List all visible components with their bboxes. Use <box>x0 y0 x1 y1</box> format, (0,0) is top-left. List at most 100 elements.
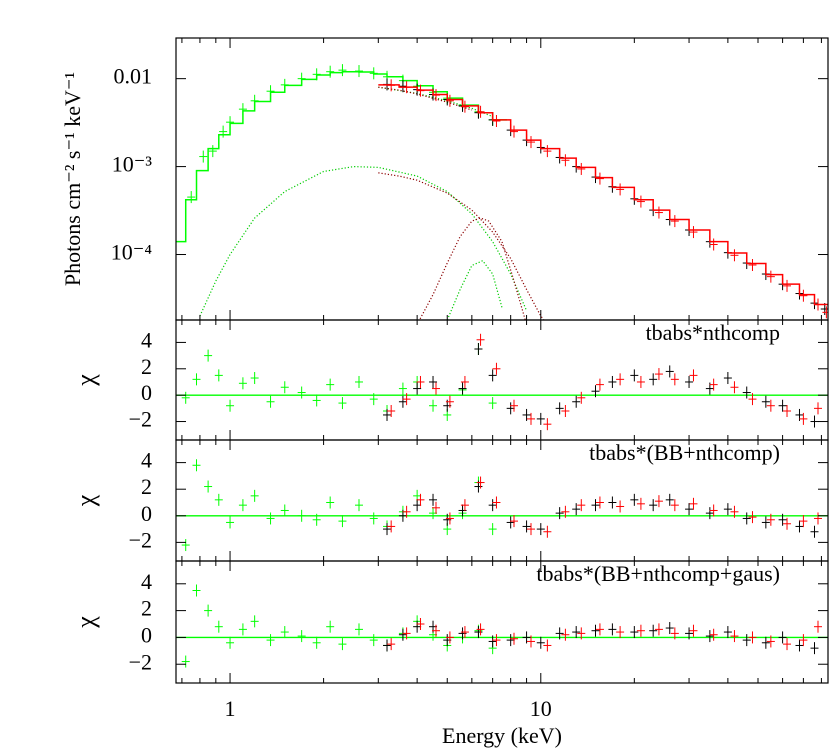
data-point <box>522 408 531 421</box>
data-point <box>783 279 792 292</box>
data-point <box>181 539 190 552</box>
data-point <box>689 369 698 382</box>
data-point <box>238 623 247 636</box>
plot-area <box>176 459 828 552</box>
data-point <box>214 369 223 382</box>
y-tick-label: 4 <box>141 448 152 473</box>
data-point <box>799 412 808 425</box>
data-point <box>297 386 306 399</box>
data-point <box>488 523 497 536</box>
data-point <box>591 499 600 512</box>
model-line <box>378 84 828 306</box>
data-point <box>810 642 819 655</box>
y-axis-label: χ <box>71 374 100 387</box>
data-point <box>577 499 586 512</box>
data-point <box>636 375 645 388</box>
data-point <box>326 620 335 633</box>
y-axis-label: χ <box>71 494 100 507</box>
data-point <box>810 525 819 538</box>
data-point <box>595 623 604 636</box>
data-point <box>522 520 531 533</box>
data-point <box>398 628 407 641</box>
data-point <box>799 634 808 647</box>
data-point <box>654 206 663 219</box>
data-point <box>670 373 679 386</box>
data-point <box>536 523 545 536</box>
data-point <box>474 626 483 639</box>
data-point <box>326 65 335 78</box>
data-point <box>460 626 469 639</box>
data-point <box>591 624 600 637</box>
data-point <box>723 503 732 516</box>
data-point <box>492 362 501 375</box>
data-point <box>595 172 604 185</box>
data-point <box>709 378 718 391</box>
data-point <box>630 626 639 639</box>
data-point <box>709 504 718 517</box>
data-point <box>383 408 392 421</box>
data-point <box>577 162 586 175</box>
data-point <box>636 624 645 637</box>
data-point <box>685 375 694 388</box>
data-point <box>723 626 732 639</box>
y-tick-label: 10⁻³ <box>112 152 153 177</box>
panel-frame <box>175 37 829 321</box>
data-point <box>488 635 497 648</box>
data-point <box>354 499 363 512</box>
data-point <box>591 385 600 398</box>
y-tick-label: −2 <box>129 407 152 432</box>
y-tick-label: 0 <box>141 501 152 526</box>
data-point <box>543 418 552 431</box>
data-point <box>402 627 411 640</box>
plot-area <box>176 584 828 668</box>
data-point <box>429 399 438 412</box>
data-point <box>369 512 378 525</box>
data-point <box>312 636 321 649</box>
data-point <box>813 402 822 415</box>
data-point <box>730 249 739 262</box>
plot-area <box>176 333 828 431</box>
data-point <box>297 509 306 522</box>
data-point <box>561 505 570 518</box>
data-point <box>280 381 289 394</box>
y-tick-label: 0 <box>141 622 152 647</box>
data-point <box>326 378 335 391</box>
data-point <box>608 496 617 509</box>
data-point <box>813 620 822 633</box>
model-annotation: tbabs*nthcomp <box>646 320 780 345</box>
data-point <box>689 624 698 637</box>
y-tick-label: 10⁻⁴ <box>111 240 153 265</box>
data-point <box>608 623 617 636</box>
data-point <box>204 604 213 617</box>
data-point <box>636 195 645 208</box>
data-point <box>761 636 770 649</box>
data-point <box>474 343 483 356</box>
data-point <box>526 635 535 648</box>
data-point <box>458 382 467 395</box>
component-line <box>418 217 526 320</box>
data-point <box>654 368 663 381</box>
data-point <box>387 404 396 417</box>
data-point <box>761 395 770 408</box>
data-point <box>402 393 411 406</box>
data-point <box>748 393 757 406</box>
data-point <box>187 191 196 204</box>
data-point <box>398 80 407 93</box>
data-point <box>705 507 714 520</box>
data-point <box>219 125 228 138</box>
data-point <box>192 373 201 386</box>
data-point <box>709 238 718 251</box>
data-point <box>431 382 440 395</box>
data-point <box>536 636 545 649</box>
data-point <box>748 511 757 524</box>
data-point <box>510 399 519 412</box>
y-tick-label: 0.01 <box>114 64 153 89</box>
data-point <box>766 399 775 412</box>
data-point <box>181 391 190 404</box>
data-point <box>555 402 564 415</box>
data-point <box>476 623 485 636</box>
data-point <box>526 523 535 536</box>
data-point <box>561 404 570 417</box>
data-point <box>445 94 454 107</box>
